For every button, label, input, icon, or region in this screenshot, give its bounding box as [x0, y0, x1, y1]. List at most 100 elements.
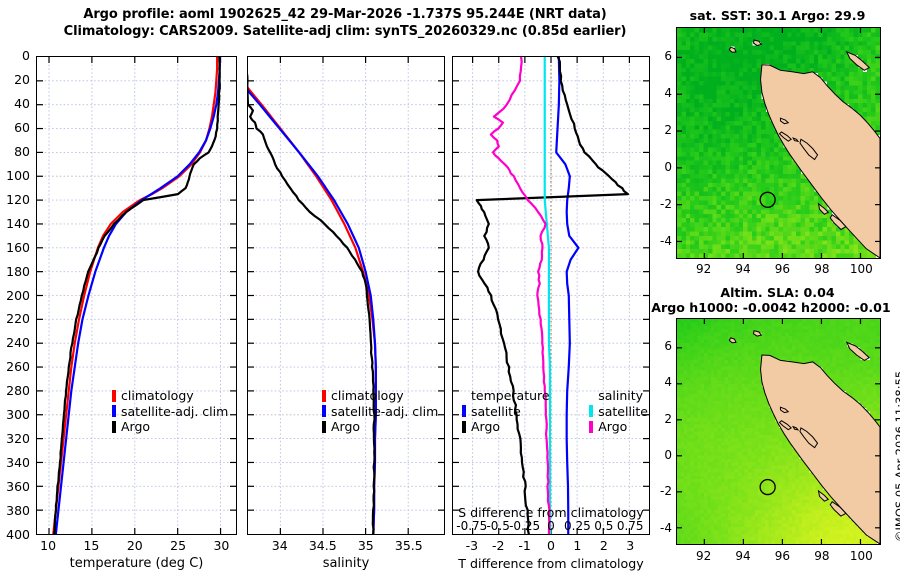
legend-color-swatch [322, 389, 326, 402]
x-tick-label: 1 [573, 538, 582, 553]
temperature-profile-panel [36, 56, 237, 535]
x-tick-label: 0.75 [616, 519, 644, 533]
legend-color-swatch [589, 405, 594, 418]
sst-map-image [677, 28, 880, 258]
y-tick-label: 400 [6, 527, 30, 542]
difference-legend-columns: temperature satellite Argo salinity satellit… [462, 388, 648, 435]
y-tick-label: 260 [6, 359, 30, 375]
legend-label: Argo [598, 419, 628, 434]
y-tick-label: 100 [6, 167, 30, 183]
x-tick-label: 2 [599, 538, 608, 553]
y-tick-label: 120 [6, 191, 30, 207]
map-y-tick-label: 0 [664, 448, 672, 463]
map-y-tick-label: 4 [664, 85, 672, 100]
legend-color-swatch [462, 420, 466, 433]
legend-item: satellite [589, 404, 648, 420]
x-tick-label: 10 [40, 538, 57, 553]
salinity-profile-panel [247, 56, 445, 535]
x-tick-label: -3 [465, 538, 479, 553]
legend-label: climatology [331, 388, 404, 403]
x-tick-label: -0.5 [486, 519, 510, 533]
sla-map-title-line1: Altim. SLA: 0.04 [720, 285, 835, 300]
map-y-tick-label: 4 [664, 375, 672, 390]
x-tick-label: 35.5 [394, 538, 423, 553]
salinity-plot-area [248, 57, 444, 534]
sst-map-panel [676, 27, 881, 259]
legend-label: Argo [121, 419, 151, 434]
map-x-tick-label: 100 [849, 262, 873, 276]
copyright-label: ©IMOS 05-Apr-2026 11:38:55 [893, 370, 900, 542]
legend-label: satellite-adj. clim [331, 403, 439, 419]
x-tick-label: 0.5 [594, 519, 614, 533]
legend-label: satellite [598, 403, 648, 419]
title-line-1: Argo profile: aoml 1902625_42 29-Mar-202… [83, 7, 607, 22]
legend-column-salinity: salinity satellite Argo [589, 388, 648, 435]
x-tick-label: -1 [518, 538, 531, 553]
legend-item: Argo [112, 419, 228, 435]
y-tick-label: 180 [6, 263, 30, 279]
difference-legend: temperature satellite Argo salinity satellit… [462, 388, 648, 435]
difference-s-axis-label: S difference from climatology [458, 505, 644, 520]
x-tick-label: 0.25 [564, 519, 591, 533]
temperature-x-axis-label: temperature (deg C) [69, 556, 204, 571]
x-tick-label: 3 [626, 538, 635, 553]
legend-label: Argo [331, 419, 361, 434]
legend-item: satellite [462, 404, 550, 420]
legend-column-temperature: temperature satellite Argo [462, 388, 550, 435]
legend-item: climatology [322, 388, 438, 404]
y-tick-label: 320 [6, 431, 30, 447]
legend-item: Argo [589, 419, 648, 435]
y-tick-label: 360 [6, 479, 30, 495]
x-tick-label: 35 [357, 538, 374, 553]
map-x-tick-label: 98 [814, 262, 830, 276]
legend-group-title: salinity [598, 388, 644, 403]
difference-t-axis-label: T difference from climatology [458, 556, 644, 571]
legend-color-swatch [112, 405, 116, 418]
y-tick-label: 0 [22, 48, 30, 63]
x-tick-label: -0.25 [509, 519, 541, 533]
map-x-tick-label: 96 [774, 549, 791, 563]
y-tick-label: 140 [6, 215, 30, 231]
map-y-tick-label: -2 [660, 484, 672, 499]
y-tick-label: 160 [6, 239, 30, 255]
y-tick-label: 220 [6, 311, 30, 327]
map-y-tick-label: 2 [664, 122, 672, 137]
y-tick-label: 20 [14, 71, 30, 87]
difference-profile-panel [452, 56, 650, 535]
legend-item: satellite-adj. clim [112, 404, 228, 420]
legend-item: Argo [462, 419, 550, 435]
y-tick-label: 60 [14, 119, 30, 135]
legend-label: climatology [121, 388, 194, 403]
sla-map-image [677, 319, 880, 544]
map-x-tick-label: 98 [814, 549, 830, 563]
x-tick-label: 0 [547, 519, 555, 533]
map-x-tick-label: 94 [735, 262, 751, 276]
salinity-legend: climatology satellite-adj. clim Argo [322, 388, 438, 435]
map-x-tick-label: 92 [695, 549, 712, 563]
salinity-x-axis-label: salinity [322, 556, 370, 571]
map-x-tick-label: 94 [735, 549, 751, 563]
x-tick-label: -2 [491, 538, 505, 553]
figure-title: Argo profile: aoml 1902625_42 29-Mar-202… [30, 6, 660, 40]
title-line-2: Climatology: CARS2009. Satellite-adj cli… [63, 24, 627, 39]
y-tick-label: 300 [6, 407, 30, 423]
x-tick-label: 30 [213, 538, 230, 553]
x-tick-label: 34.5 [308, 538, 337, 553]
y-tick-label: 200 [6, 287, 30, 303]
sla-map-panel [676, 318, 881, 545]
map-y-tick-label: 2 [664, 411, 672, 426]
legend-item: climatology [112, 388, 228, 404]
map-y-tick-label: -4 [660, 520, 672, 535]
x-tick-label: 25 [170, 538, 187, 553]
sst-map-title: sat. SST: 30.1 Argo: 29.9 [689, 8, 866, 23]
legend-color-swatch [589, 420, 594, 433]
y-tick-label: 280 [6, 383, 30, 399]
x-tick-label: 15 [83, 538, 100, 553]
y-tick-label: 240 [6, 335, 30, 351]
legend-label: satellite-adj. clim [121, 403, 229, 419]
map-y-tick-label: 0 [664, 160, 672, 175]
legend-color-swatch [322, 420, 326, 433]
x-tick-label: 0 [547, 538, 555, 553]
legend-label: Argo [471, 419, 501, 434]
